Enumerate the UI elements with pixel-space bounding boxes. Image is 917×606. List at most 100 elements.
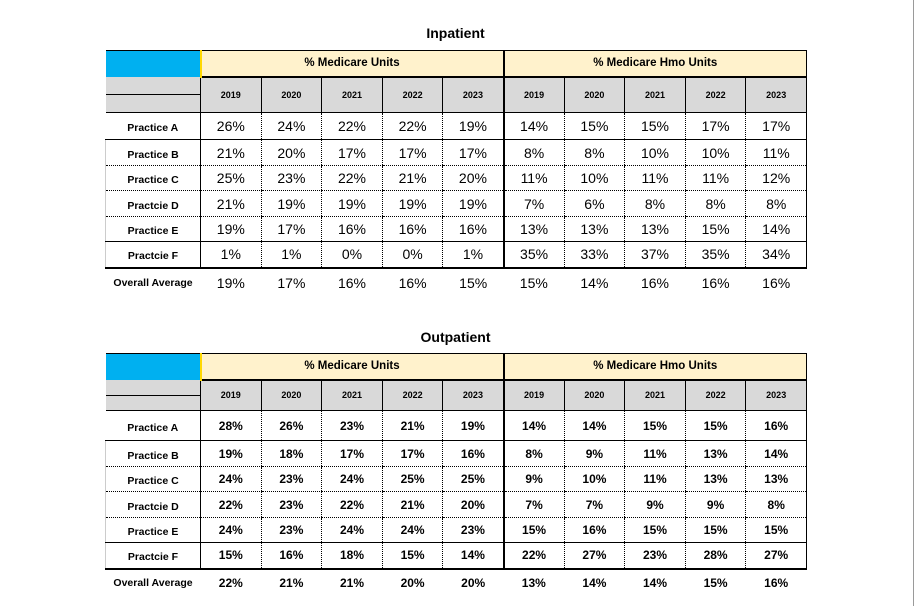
value-cell: 10% [624, 139, 686, 166]
value-cell: 15% [745, 517, 807, 543]
average-cell: 21% [279, 576, 304, 590]
value-cell: 16% [321, 216, 383, 242]
value-cell: 14% [745, 216, 807, 242]
year-header: 2021 [624, 379, 686, 411]
value-cell: 37% [624, 241, 686, 269]
value-cell: 20% [442, 491, 504, 518]
value-cell: 20% [442, 165, 504, 191]
average-cell: 16% [701, 274, 730, 291]
value-cell: 17% [745, 112, 807, 140]
value-cell: 18% [321, 542, 383, 570]
value-cell: 28% [684, 542, 746, 570]
value-cell: 8% [745, 491, 807, 518]
average-cell: 16% [762, 274, 791, 291]
value-cell: 19% [442, 112, 504, 140]
value-cell: 22% [200, 491, 262, 518]
value-cell: 15% [381, 542, 443, 570]
average-cell: 19% [216, 274, 245, 291]
average-cell: 20% [461, 576, 486, 590]
average-cell: 14% [642, 576, 668, 590]
value-cell: 19% [200, 216, 262, 242]
value-cell: 8% [745, 190, 807, 217]
value-cell: 0% [321, 241, 383, 269]
value-cell: 1% [442, 241, 504, 269]
value-cell: 22% [321, 165, 383, 191]
value-cell: 21% [381, 165, 443, 191]
average-label: Overall Average [113, 276, 193, 289]
average-label: Overall Average [113, 577, 193, 589]
value-cell: 28% [200, 410, 262, 441]
value-cell: 13% [684, 466, 746, 492]
year-header: 2022 [381, 379, 444, 411]
outpatient-title: Outpatient [420, 329, 491, 345]
inpatient-title: Inpatient [426, 25, 485, 41]
value-cell: 19% [442, 190, 504, 217]
value-cell: 35% [684, 241, 746, 269]
table-row: Practcie F 1% 1% 0% 0% 1% 35% 33% 37% 35% 34% [105, 241, 807, 269]
table-row: Practice B 21% 20% 17% 17% 17% 8% 8% 10% 10% 11% [105, 139, 807, 166]
value-cell: 16% [745, 410, 807, 441]
value-cell: 33% [563, 241, 625, 269]
value-cell: 11% [624, 165, 686, 191]
value-cell: 16% [260, 542, 322, 570]
year-header: 2020 [260, 379, 323, 411]
average-cell: 15% [703, 576, 728, 590]
row-label: Practice B [105, 139, 201, 166]
average-cell: 15% [519, 274, 548, 291]
value-cell: 23% [260, 165, 322, 191]
inpatient-table: % Medicare Units% Medicare Hmo Units 2019… [105, 50, 807, 297]
value-cell: 16% [442, 216, 504, 242]
year-header: 2022 [684, 379, 747, 411]
value-cell: 19% [442, 410, 504, 441]
value-cell: 22% [321, 112, 383, 140]
value-cell: 15% [684, 410, 746, 441]
value-cell: 26% [200, 112, 262, 140]
value-cell: 17% [442, 139, 504, 166]
row-label: Practice B [105, 440, 201, 467]
average-row: Overall Average 19% 17% 16% 16% 15% 15% 14% 16% 1… [106, 268, 807, 297]
value-cell: 16% [442, 440, 504, 467]
row-label: Practice A [105, 410, 201, 441]
year-header: 2023 [442, 379, 505, 411]
average-cell: 14% [582, 576, 607, 590]
year-header: 2019 [200, 379, 262, 411]
value-cell: 23% [442, 517, 504, 543]
value-cell: 23% [260, 466, 322, 492]
row-label: Practice A [105, 112, 201, 140]
value-cell: 23% [321, 410, 383, 441]
row-label: Practice C [105, 466, 201, 492]
label-year-cell [105, 76, 201, 113]
year-header: 2023 [745, 76, 807, 113]
value-cell: 15% [200, 542, 262, 570]
value-cell: 6% [563, 190, 625, 217]
average-cell: 16% [764, 576, 789, 590]
value-cell: 17% [381, 139, 443, 166]
value-cell: 27% [563, 542, 625, 570]
value-cell: 13% [684, 440, 746, 467]
table-row: Practice E 24% 23% 24% 24% 23% 15% 16% 15% 15% 15% [105, 517, 807, 543]
value-cell: 23% [260, 491, 322, 518]
value-cell: 9% [502, 466, 565, 492]
value-cell: 23% [624, 542, 686, 570]
value-cell: 8% [624, 190, 686, 217]
row-label: Practcie D [105, 491, 201, 518]
average-cell: 22% [218, 576, 243, 590]
value-cell: 14% [442, 542, 504, 570]
value-cell: 24% [321, 466, 383, 492]
value-cell: 8% [502, 139, 565, 166]
row-label: Practice C [105, 165, 201, 191]
value-cell: 27% [745, 542, 807, 570]
value-cell: 19% [321, 190, 383, 217]
value-cell: 9% [563, 440, 625, 467]
value-cell: 7% [502, 491, 565, 518]
average-cell: 16% [640, 274, 670, 291]
value-cell: 15% [684, 517, 746, 543]
average-cell: 15% [459, 274, 488, 291]
value-cell: 19% [260, 190, 322, 217]
label-year-cell [105, 379, 201, 411]
average-cell: 13% [521, 576, 546, 590]
value-cell: 7% [563, 491, 625, 518]
table-row: Practice E 19% 17% 16% 16% 16% 13% 13% 13% 15% 14% [105, 216, 807, 242]
sheet-edge [913, 0, 914, 606]
value-cell: 22% [502, 542, 565, 570]
